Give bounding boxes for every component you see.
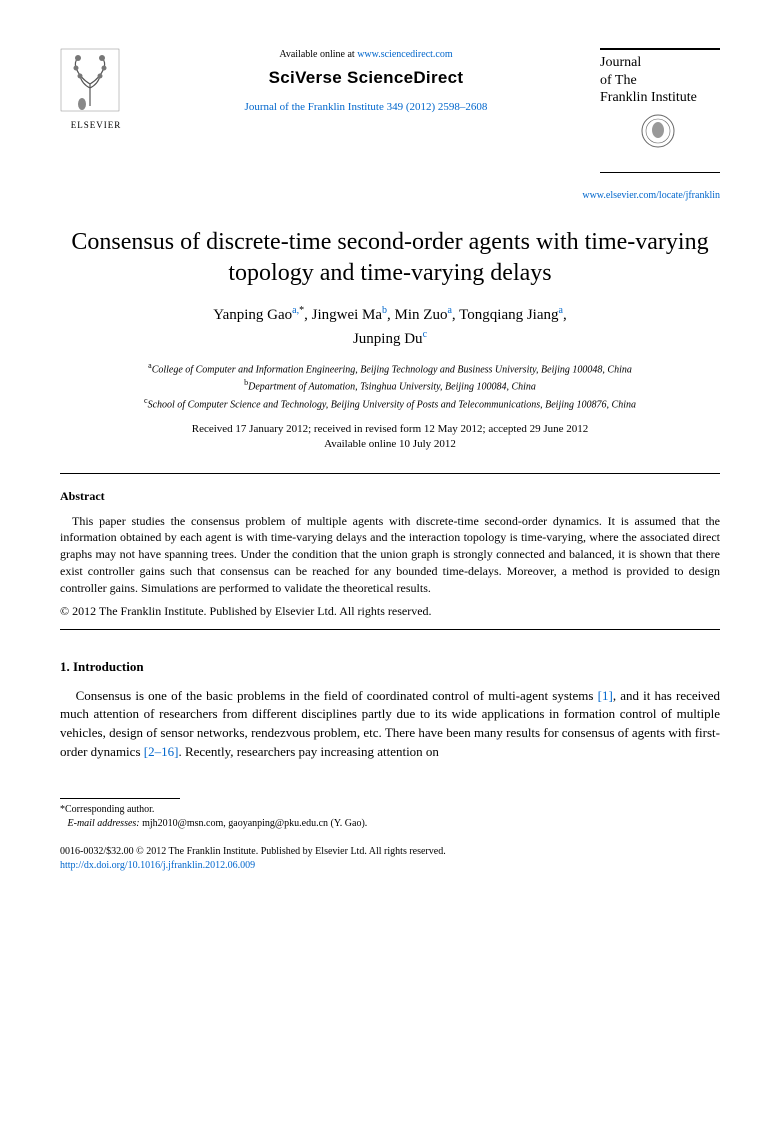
platform-name: SciVerse ScienceDirect [140, 66, 592, 90]
author-1: Yanping Gao [213, 307, 292, 323]
locate-link[interactable]: www.elsevier.com/locate/jfranklin [60, 189, 720, 203]
header-row: ELSEVIER Available online at www.science… [60, 48, 720, 173]
author-3: Min Zuo [395, 307, 448, 323]
dates-line2: Available online 10 July 2012 [324, 438, 456, 450]
abstract-copyright: © 2012 The Franklin Institute. Published… [60, 603, 720, 620]
journal-name-l3: Franklin Institute [600, 90, 697, 105]
header-center: Available online at www.sciencedirect.co… [132, 48, 600, 115]
elsevier-tree-icon [60, 48, 120, 112]
intro-text-3: . Recently, researchers pay increasing a… [178, 744, 439, 759]
intro-text-1: Consensus is one of the basic problems i… [76, 688, 598, 703]
publisher-name: ELSEVIER [60, 119, 132, 132]
author-5-affil: c [423, 329, 427, 340]
author-4-affil: a [559, 305, 563, 316]
author-1-corr: * [299, 305, 304, 316]
sciencedirect-link[interactable]: www.sciencedirect.com [357, 49, 452, 60]
affil-b: Department of Automation, Tsinghua Unive… [248, 382, 536, 393]
available-online-line: Available online at www.sciencedirect.co… [140, 48, 592, 62]
journal-name: Journal of The Franklin Institute [600, 52, 720, 107]
affiliations: aCollege of Computer and Information Eng… [60, 360, 720, 412]
footnote-separator [60, 798, 180, 799]
author-2-affil: b [382, 305, 387, 316]
email-addresses: mjh2010@msn.com, gaoyanping@pku.edu.cn (… [140, 818, 368, 829]
journal-title-block: Journal of The Franklin Institute [600, 48, 720, 173]
publisher-logo-block: ELSEVIER [60, 48, 132, 132]
journal-name-l2: of The [600, 73, 637, 88]
corresponding-author: *Corresponding author. [60, 803, 720, 817]
article-dates: Received 17 January 2012; received in re… [60, 422, 720, 453]
author-3-affil: a [447, 305, 451, 316]
affil-a: College of Computer and Information Engi… [152, 364, 632, 375]
dates-line1: Received 17 January 2012; received in re… [192, 423, 589, 435]
doi-link[interactable]: http://dx.doi.org/10.1016/j.jfranklin.20… [60, 860, 255, 871]
footer-copyright: 0016-0032/$32.00 © 2012 The Franklin Ins… [60, 845, 720, 859]
journal-reference[interactable]: Journal of the Franklin Institute 349 (2… [140, 100, 592, 115]
rule-bottom [60, 629, 720, 630]
rule-top [60, 473, 720, 474]
article-title: Consensus of discrete-time second-order … [60, 227, 720, 289]
abstract-text: This paper studies the consensus problem… [60, 513, 720, 597]
author-2: Jingwei Ma [312, 307, 382, 323]
franklin-seal-icon [640, 113, 676, 149]
citation-1[interactable]: [1] [598, 688, 613, 703]
affil-c: School of Computer Science and Technolog… [148, 399, 636, 410]
intro-paragraph: Consensus is one of the basic problems i… [60, 687, 720, 762]
page-footer: 0016-0032/$32.00 © 2012 The Franklin Ins… [60, 845, 720, 873]
abstract-heading: Abstract [60, 488, 720, 505]
section-heading-intro: 1. Introduction [60, 658, 720, 676]
citation-2-16[interactable]: [2–16] [144, 744, 179, 759]
email-label: E-mail addresses: [68, 818, 140, 829]
author-list: Yanping Gaoa,*, Jingwei Mab, Min Zuoa, T… [60, 303, 720, 350]
author-5: Junping Du [353, 331, 423, 347]
email-line: E-mail addresses: mjh2010@msn.com, gaoya… [60, 817, 720, 831]
journal-name-l1: Journal [600, 55, 641, 70]
author-4: Tongqiang Jiang [459, 307, 558, 323]
footnote-block: *Corresponding author. E-mail addresses:… [60, 803, 720, 831]
available-prefix: Available online at [279, 49, 357, 60]
